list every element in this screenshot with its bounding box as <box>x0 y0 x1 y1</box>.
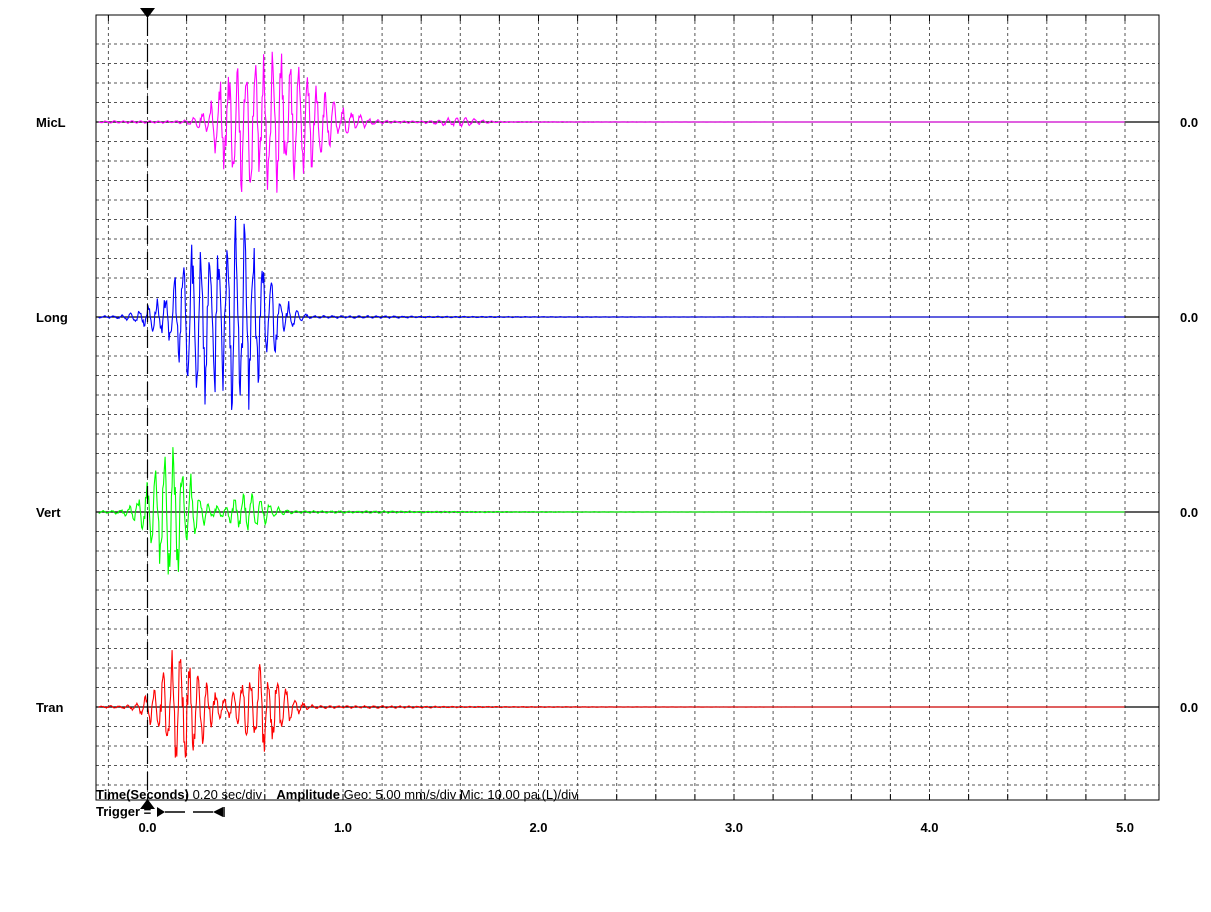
x-tick-label: 2.0 <box>529 820 547 835</box>
amplitude-value: Geo: 5.00 mm/s/div Mic: 10.00 pa.(L)/div <box>343 787 578 802</box>
channel-zero-label: 0.0 <box>1180 700 1198 715</box>
channel-zero-label: 0.0 <box>1180 310 1198 325</box>
amplitude-label: Amplitude <box>276 787 340 802</box>
trigger-label: Trigger = <box>96 804 152 819</box>
x-tick-label: 4.0 <box>920 820 938 835</box>
channel-zero-label: 0.0 <box>1180 505 1198 520</box>
waveform-tran <box>98 650 1125 758</box>
trigger-marker-bottom <box>140 799 155 809</box>
waveforms <box>98 51 1125 758</box>
channel-labels: MicL 0.0 Long 0.0 Vert 0.0 Tran 0.0 <box>36 115 1198 715</box>
trigger-symbol-icon <box>157 806 226 817</box>
channel-name-long: Long <box>36 310 68 325</box>
baselines <box>96 121 1159 708</box>
waveform-long <box>98 215 1125 410</box>
waveform-micl <box>98 51 1125 193</box>
plot-frame <box>95 14 1160 801</box>
x-tick-label: 1.0 <box>334 820 352 835</box>
footer-scale-info: Time(Seconds) 0.20 sec/div Amplitude Geo… <box>96 787 578 802</box>
x-tick-label: 3.0 <box>725 820 743 835</box>
channel-zero-label: 0.0 <box>1180 115 1198 130</box>
x-tick-label: 0.0 <box>138 820 156 835</box>
channel-name-micl: MicL <box>36 115 66 130</box>
channel-name-vert: Vert <box>36 505 61 520</box>
channel-name-tran: Tran <box>36 700 64 715</box>
trigger-marker-top <box>140 8 155 18</box>
time-value: 0.20 sec/div <box>192 787 262 802</box>
x-ticks: 0.0 1.0 2.0 3.0 4.0 5.0 <box>138 820 1134 835</box>
x-tick-label: 5.0 <box>1116 820 1134 835</box>
footer-trigger-info: Trigger = <box>96 804 237 819</box>
grid <box>96 15 1159 800</box>
time-label: Time(Seconds) <box>96 787 189 802</box>
waveform-vert <box>98 447 1125 575</box>
